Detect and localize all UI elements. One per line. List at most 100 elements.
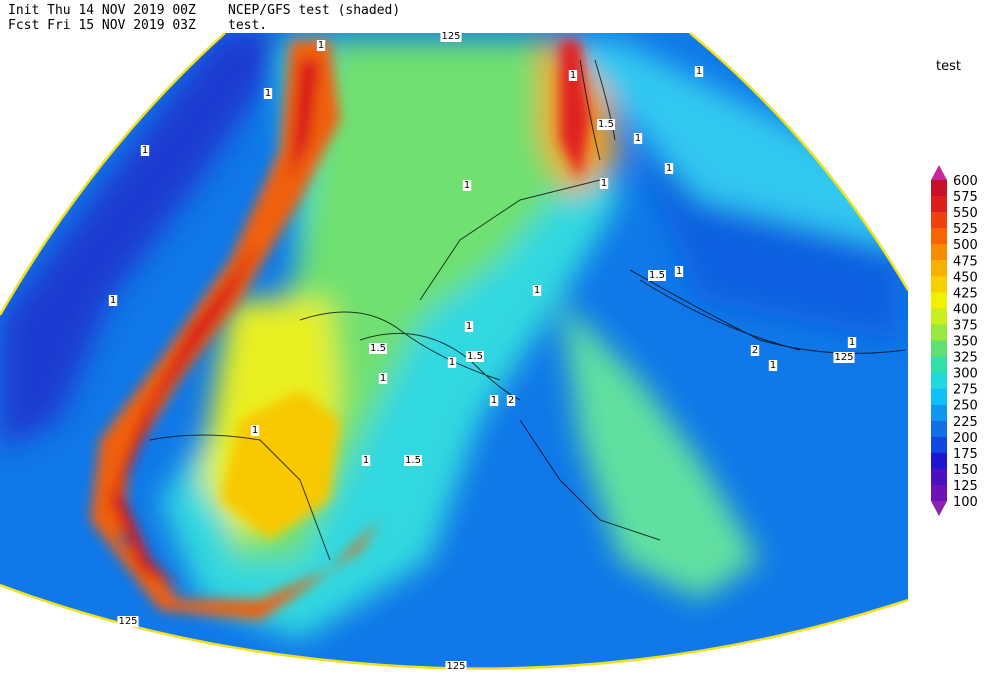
contour-label-box [768,360,778,371]
contour-label-box [466,351,484,362]
contour-label: 1 [363,455,369,466]
contour-label: 2 [752,345,758,356]
contour-label: 1 [491,395,497,406]
contour-label-box [447,357,457,368]
contour-label: 1 [849,337,855,348]
contour-label: 125 [441,31,460,42]
init-time: Init Thu 14 NOV 2019 00Z [8,3,196,18]
colorbar-label: 150 [953,463,978,478]
contour-label: 1 [635,133,641,144]
contour-label: 1 [666,163,672,174]
colorbar-label: 550 [953,206,978,221]
contour-label: 1 [676,266,682,277]
contour-label-box [532,285,542,296]
contour-label: 1 [534,285,540,296]
colorbar-box [931,212,947,229]
colorbar-box [931,420,947,438]
colorbar-box [931,484,947,502]
contour-label-box [445,661,467,672]
colorbar-label: 200 [953,431,978,446]
contour-label-box [140,145,150,156]
contour-label-box [750,345,760,356]
contour-label-box [440,31,462,42]
colorbar-label: 450 [953,270,978,285]
contour-label-box [489,395,499,406]
contour-label: 1 [110,295,116,306]
contour-label: 1.5 [467,351,483,362]
contour-label-box [462,180,472,191]
contour-label-box [633,133,643,144]
contour-label: 2 [508,395,514,406]
contour-label-box [250,425,260,436]
colorbar-box [931,388,947,405]
colorbar-label: 350 [953,335,978,350]
colorbar-label: 575 [953,190,978,205]
colorbar-box [931,436,947,454]
forecast-time: Fcst Fri 15 NOV 2019 03Z [8,18,196,33]
colorbar-box [931,324,947,341]
contour-label: 1 [449,357,455,368]
contour-label-box [108,295,118,306]
contour-label: 125 [446,661,465,672]
contour-label: 1.5 [649,270,665,281]
colorbar-label: 250 [953,399,978,414]
colorbar-box [931,260,947,277]
contour-label: 1 [318,40,324,51]
colorbar-label: 175 [953,447,978,462]
contour-label-box [464,321,474,332]
contour-label: 1 [466,321,472,332]
contour-label: 1 [265,88,271,99]
colorbar-label: 500 [953,238,978,253]
contour-label: 1 [142,145,148,156]
contour-label-box [361,455,371,466]
contour-label-box [674,266,684,277]
subtitle: test. [228,18,267,33]
colorbar-label: 300 [953,367,978,382]
contour-label: 1 [770,360,776,371]
model-name: NCEP/GFS test (shaded) [228,3,400,18]
colorbar-box [931,308,947,325]
colorbar-label: 525 [953,222,978,237]
contour-label: 125 [834,352,853,363]
contour-label-box [369,343,387,354]
contour-label-box [694,66,704,77]
colorbar-box [931,468,947,486]
contour-label: 1.5 [598,119,614,130]
contour-label: 1 [464,180,470,191]
contour-label: 1.5 [405,455,421,466]
colorbar-label: 275 [953,383,978,398]
colorbar-box [931,340,947,357]
contour-label-box [648,270,666,281]
contour-labels: 1 1 1 1 1 1.5 1 1 1 1.5 1 1 1.5 1 1 2 1 … [108,31,857,672]
contour-label-box [833,352,855,363]
contour-label-box [847,337,857,348]
colorbar-box [931,244,947,261]
colorbar-label: 225 [953,415,978,430]
contour-label: 1 [252,425,258,436]
contour-label-box [506,395,516,406]
colorbar-box [931,356,947,373]
colorbar-label: 425 [953,286,978,301]
contour-label-box [378,373,388,384]
colorbar-label: 375 [953,318,978,333]
contour-label-box [316,40,326,51]
colorbar-box [931,372,947,389]
colorbar-label: 475 [953,254,978,269]
contour-label-box [568,70,578,81]
contour-label: 125 [118,616,137,627]
contour-label: 1 [601,178,607,189]
colorbar-label: 600 [953,174,978,189]
contour-label-box [599,178,609,189]
colorbar-box [931,452,947,470]
contour-label-box [117,616,139,627]
colorbar-cap [931,501,947,516]
colorbar-cap [931,165,947,180]
colorbar-box [931,404,947,422]
contour-label-box [404,455,422,466]
colorbar-label: 125 [953,479,978,494]
legend-title: test [936,59,961,74]
contour-label: 1.5 [370,343,386,354]
contour-label: 1 [696,66,702,77]
